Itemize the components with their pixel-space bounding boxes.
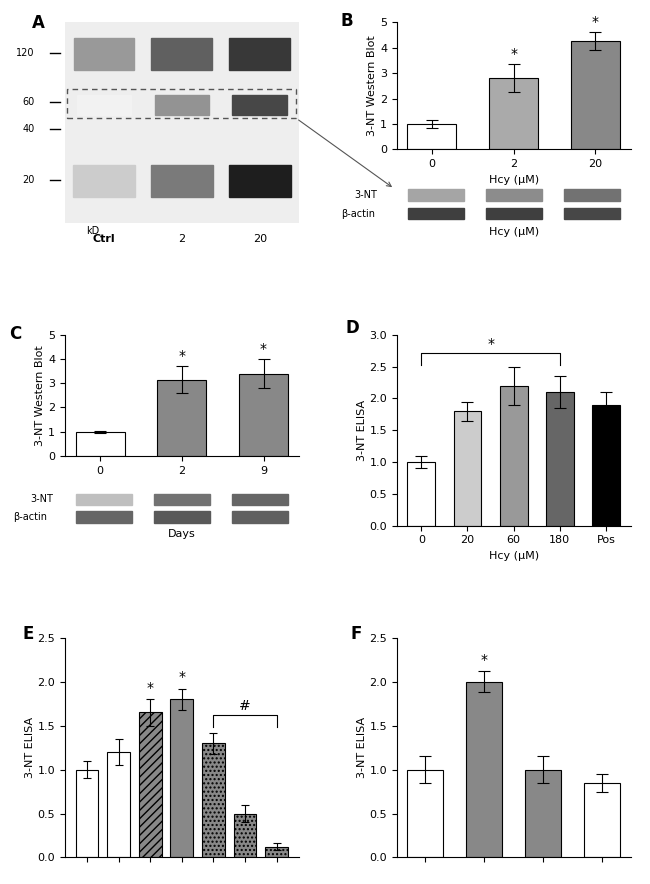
Bar (500, 385, 528, 526)
Text: #: # (239, 699, 251, 713)
Text: B: B (341, 11, 354, 30)
Bar (157, 379, 206, 456)
Text: Days: Days (168, 530, 196, 539)
Bar (73, 38, 135, 70)
Bar (229, 164, 291, 196)
Text: A: A (32, 14, 45, 32)
Text: kD: kD (86, 225, 99, 236)
Bar (151, 164, 213, 196)
Bar (408, 208, 464, 219)
Text: 40: 40 (22, 125, 34, 134)
Text: 120: 120 (16, 49, 34, 58)
Text: Ctrl: Ctrl (93, 233, 115, 244)
Text: β-actin: β-actin (14, 513, 47, 522)
Y-axis label: 3-NT ELISA: 3-NT ELISA (357, 717, 367, 778)
Bar (408, 189, 464, 201)
Text: F: F (350, 625, 361, 643)
X-axis label: Hcy (μM): Hcy (μM) (489, 551, 539, 561)
Bar (233, 95, 287, 116)
Y-axis label: 3-NT Western Blot: 3-NT Western Blot (35, 345, 46, 446)
Text: β-actin: β-actin (341, 209, 375, 219)
Text: 60: 60 (22, 97, 34, 107)
Text: *: * (178, 349, 185, 363)
Bar (68, 89, 296, 118)
Text: D: D (345, 319, 359, 338)
Bar (139, 713, 162, 857)
Y-axis label: 3-NT ELISA: 3-NT ELISA (357, 400, 367, 461)
Bar (77, 95, 131, 116)
Bar (76, 511, 132, 522)
Bar (486, 189, 541, 201)
Text: *: * (260, 342, 267, 356)
Text: C: C (9, 325, 21, 343)
Bar (592, 405, 620, 526)
Bar (489, 78, 538, 149)
Bar (73, 164, 135, 196)
Bar (75, 431, 125, 456)
Bar (408, 462, 435, 526)
Bar (454, 411, 482, 526)
Bar (408, 124, 456, 149)
Text: Hcy (μM): Hcy (μM) (489, 226, 539, 237)
Bar (170, 699, 193, 857)
Bar (231, 511, 288, 522)
Bar (234, 813, 257, 857)
Bar (155, 95, 209, 116)
Text: *: * (147, 681, 154, 695)
Bar (151, 38, 212, 70)
Text: 2: 2 (178, 233, 185, 244)
Bar (154, 511, 210, 522)
Text: 20: 20 (253, 233, 266, 244)
Bar (229, 38, 290, 70)
Bar (564, 208, 619, 219)
Bar (525, 770, 561, 857)
Bar (75, 770, 98, 857)
Text: 3-NT: 3-NT (30, 494, 53, 504)
X-axis label: Hcy (μM): Hcy (μM) (489, 175, 539, 185)
Bar (408, 770, 443, 857)
Bar (265, 847, 288, 857)
Bar (239, 374, 288, 456)
Text: *: * (592, 15, 599, 29)
Bar (76, 493, 132, 505)
Text: *: * (487, 337, 494, 351)
Bar (486, 208, 541, 219)
Y-axis label: 3-NT Western Blot: 3-NT Western Blot (367, 35, 377, 136)
Text: *: * (178, 670, 185, 684)
Bar (231, 493, 288, 505)
Text: E: E (23, 625, 34, 643)
Bar (202, 743, 225, 857)
Text: *: * (510, 47, 517, 61)
Bar (107, 752, 130, 857)
Bar (564, 189, 619, 201)
Bar (571, 42, 620, 149)
Text: *: * (480, 652, 488, 667)
Bar (546, 392, 574, 526)
Bar (467, 682, 502, 857)
Text: 3-NT: 3-NT (355, 190, 378, 200)
Bar (154, 493, 210, 505)
Bar (584, 783, 620, 857)
Text: 20: 20 (22, 174, 34, 185)
Y-axis label: 3-NT ELISA: 3-NT ELISA (25, 717, 34, 778)
